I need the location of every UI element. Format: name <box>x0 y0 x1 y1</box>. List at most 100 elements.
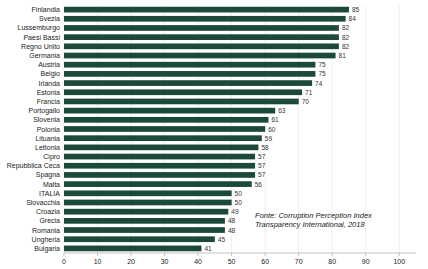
bar <box>64 25 339 31</box>
bar <box>64 181 252 187</box>
category-label: Polonia <box>37 126 60 133</box>
data-label: 75 <box>318 70 326 77</box>
data-label: 74 <box>315 80 323 87</box>
category-label: Svezia <box>39 15 60 22</box>
data-label: 82 <box>342 24 350 31</box>
x-tick-label: 60 <box>261 258 269 265</box>
data-label: 56 <box>255 181 263 188</box>
data-label: 41 <box>204 245 212 252</box>
bar <box>64 163 255 169</box>
category-label: Irlanda <box>39 80 61 87</box>
data-label: 48 <box>228 217 236 224</box>
x-tick-label: 70 <box>295 258 303 265</box>
bar <box>64 62 315 68</box>
bar <box>64 99 299 105</box>
x-tick-label: 20 <box>127 258 135 265</box>
annotation: Fonte: Corruption Perception IndexTransp… <box>255 210 372 228</box>
data-label: 70 <box>302 98 310 105</box>
x-tick <box>332 253 333 256</box>
chart: BulgariaUngheria Romania Grecia Croazia Slov… <box>0 0 428 269</box>
data-label: 71 <box>305 89 313 96</box>
x-tick-label: 50 <box>228 258 236 265</box>
x-tick <box>198 253 199 256</box>
category-label: Lussemburgo <box>18 24 61 32</box>
category-label: Repubblica Ceca <box>7 162 60 170</box>
x-tick <box>298 253 299 256</box>
bar <box>64 53 336 59</box>
data-label: 82 <box>342 43 350 50</box>
bar <box>64 117 268 123</box>
bar <box>64 200 232 206</box>
data-label: 75 <box>318 61 326 68</box>
category-label: Slovacchia <box>26 199 60 206</box>
data-label: 58 <box>261 144 269 151</box>
category-label: Paesi Bassi <box>23 34 60 41</box>
category-label: Slovenia <box>33 116 60 123</box>
category-label: Malta <box>43 181 60 188</box>
data-label: 50 <box>235 190 243 197</box>
category-label: Finlandia <box>32 6 61 13</box>
bar <box>64 227 225 233</box>
data-label: 57 <box>258 162 266 169</box>
bar <box>64 108 275 114</box>
data-label: 63 <box>278 107 286 114</box>
bar <box>64 89 302 95</box>
x-tick-label: 0 <box>62 258 66 265</box>
data-label: 57 <box>258 171 266 178</box>
bar <box>64 236 215 242</box>
category-label: Lituania <box>35 135 60 142</box>
category-label: Romania <box>32 227 60 234</box>
bar <box>64 7 349 13</box>
category-label: Ungheria <box>32 236 61 244</box>
category-label: Belgio <box>41 70 61 78</box>
data-label: 84 <box>349 15 357 22</box>
x-tick-label: 40 <box>194 258 202 265</box>
category-label: Austria <box>38 61 60 68</box>
bar <box>64 34 339 40</box>
category-label: ITALIA <box>39 190 60 197</box>
data-label: 45 <box>218 236 226 243</box>
category-label: Cipro <box>43 153 60 161</box>
bar <box>64 43 339 49</box>
data-label: 85 <box>352 6 360 13</box>
x-tick-label: 30 <box>161 258 169 265</box>
category-label: Bulgaria <box>34 245 60 253</box>
y-tick-labels: BulgariaUngheria Romania Grecia Croazia Slov… <box>7 6 61 253</box>
x-tick-label: 90 <box>362 258 370 265</box>
category-label: Francia <box>37 98 60 105</box>
x-ticks: 0 10 20 30 40 50 60 70 80 90 100 <box>62 253 405 265</box>
data-label: 50 <box>235 199 243 206</box>
bar <box>64 154 255 160</box>
category-label: Spagna <box>36 171 60 179</box>
data-label: 57 <box>258 153 266 160</box>
x-tick-label: 10 <box>94 258 102 265</box>
bar <box>64 135 262 141</box>
x-tick <box>399 253 400 256</box>
bar <box>64 126 265 132</box>
x-tick <box>231 253 232 256</box>
data-label: 59 <box>265 135 273 142</box>
x-tick <box>97 253 98 256</box>
x-tick-label: 80 <box>328 258 336 265</box>
category-label: Portogallo <box>28 107 60 115</box>
x-tick-label: 100 <box>393 258 405 265</box>
grid <box>64 5 399 253</box>
data-label: 82 <box>342 34 350 41</box>
grid-line <box>399 5 400 253</box>
bar <box>64 71 315 77</box>
x-tick <box>365 253 366 256</box>
category-label: Germania <box>29 52 60 59</box>
category-label: Estonia <box>37 89 60 96</box>
category-label: Lettonia <box>35 144 60 151</box>
bar <box>64 80 312 86</box>
annotation-line: Transparency International, 2018 <box>255 219 365 228</box>
data-label: 81 <box>339 52 347 59</box>
category-label: Croazia <box>36 208 60 215</box>
data-label: 60 <box>268 126 276 133</box>
category-label: Grecia <box>39 217 60 224</box>
bar <box>64 172 255 178</box>
data-label: 61 <box>271 116 279 123</box>
bar <box>64 145 258 151</box>
x-tick <box>164 253 165 256</box>
bar <box>64 246 201 252</box>
